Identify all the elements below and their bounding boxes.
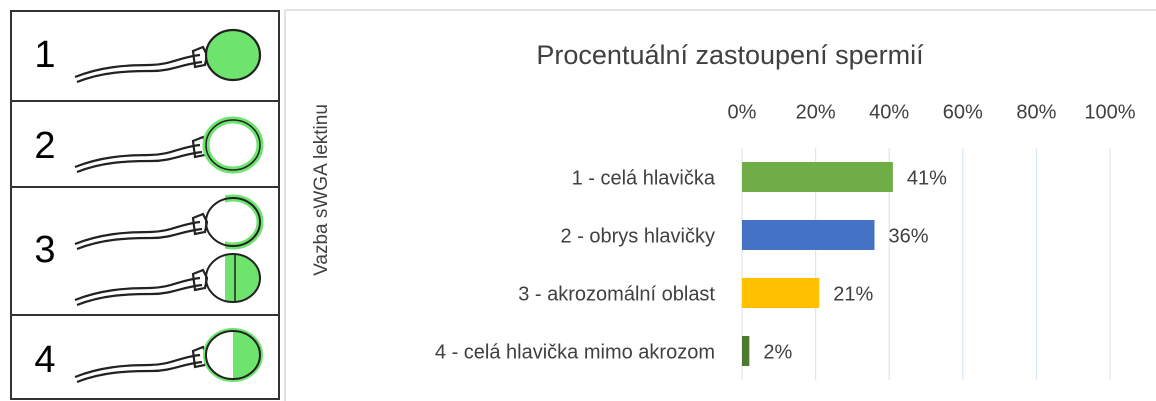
value-label: 21%: [833, 283, 873, 305]
row-label: 4: [34, 339, 55, 381]
sperm-drawing: [73, 194, 264, 251]
value-label: 2%: [763, 341, 792, 363]
category-label: 2 - obrys hlavičky: [561, 225, 716, 247]
x-tick-label: 60%: [943, 101, 983, 123]
category-label: 4 - celá hlavička mimo akrozom: [435, 341, 715, 363]
sperm-drawing: [73, 253, 261, 307]
bar: [742, 278, 820, 308]
bar: [742, 162, 893, 192]
chart-title: Procentuální zastoupení spermií: [536, 40, 924, 70]
sperm-panel: 1 2 3 4: [10, 10, 280, 400]
category-label: 1 - celá hlavička: [572, 167, 716, 189]
bar: [742, 220, 875, 250]
row-label: 3: [34, 229, 55, 271]
sperm-drawing: [73, 28, 262, 84]
row-label: 2: [34, 125, 55, 167]
value-label: 41%: [907, 167, 947, 189]
row-label: 1: [34, 34, 55, 76]
bar: [742, 336, 750, 366]
x-tick-label: 40%: [869, 101, 909, 123]
x-tick-label: 20%: [796, 101, 836, 123]
x-tick-label: 100%: [1084, 101, 1135, 123]
value-label: 36%: [888, 225, 928, 247]
axis-label: Vazba sWGA lektinu: [311, 104, 332, 276]
chart-frame: [284, 9, 1156, 401]
sperm-drawing: [73, 116, 264, 174]
category-label: 3 - akrozomální oblast: [518, 283, 715, 305]
x-tick-label: 80%: [1016, 101, 1056, 123]
x-tick-label: 0%: [728, 101, 757, 123]
sperm-drawing: [73, 328, 263, 384]
